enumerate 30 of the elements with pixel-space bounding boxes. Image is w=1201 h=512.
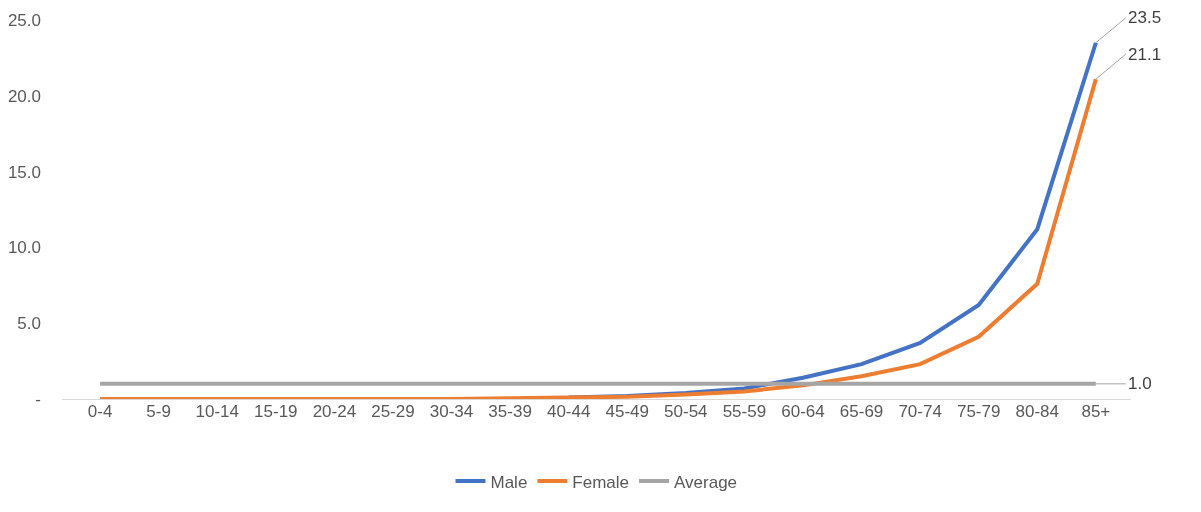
legend-label: Average [674, 472, 738, 492]
y-tick-label: 15.0 [7, 162, 41, 182]
x-tick-label: 70-74 [898, 402, 942, 421]
data-label: 21.1 [1128, 45, 1162, 64]
x-tick-label: 15-19 [254, 402, 298, 421]
x-tick-label: 30-34 [429, 402, 474, 421]
x-tick-label: 65-69 [839, 402, 884, 421]
y-tick-label: 25.0 [7, 10, 41, 30]
x-tick-label: 50-54 [664, 402, 708, 421]
y-tick-label: - [35, 389, 41, 409]
x-tick-label: 0-4 [87, 402, 113, 421]
y-tick-label: 5.0 [17, 314, 41, 334]
x-tick-label: 60-64 [781, 402, 825, 421]
x-tick-label: 20-24 [312, 402, 357, 421]
x-tick-label: 80-84 [1015, 402, 1060, 421]
x-tick-label: 75-79 [956, 402, 1001, 421]
x-tick-label: 85+ [1081, 402, 1111, 421]
x-tick-label: 55-59 [722, 402, 767, 421]
y-tick-label: 20.0 [7, 86, 41, 106]
data-label: 1.0 [1128, 374, 1152, 393]
legend-label: Female [572, 472, 630, 492]
x-tick-label: 40-44 [546, 402, 591, 421]
x-tick-label: 10-14 [195, 402, 239, 421]
data-label: 23.5 [1128, 8, 1162, 27]
legend-label: Male [490, 472, 528, 492]
x-tick-label: 5-9 [146, 402, 171, 421]
x-tick-label: 45-49 [605, 402, 649, 421]
x-tick-label: 25-29 [371, 402, 415, 421]
y-tick-label: 10.0 [7, 238, 41, 258]
x-tick-label: 35-39 [488, 402, 532, 421]
